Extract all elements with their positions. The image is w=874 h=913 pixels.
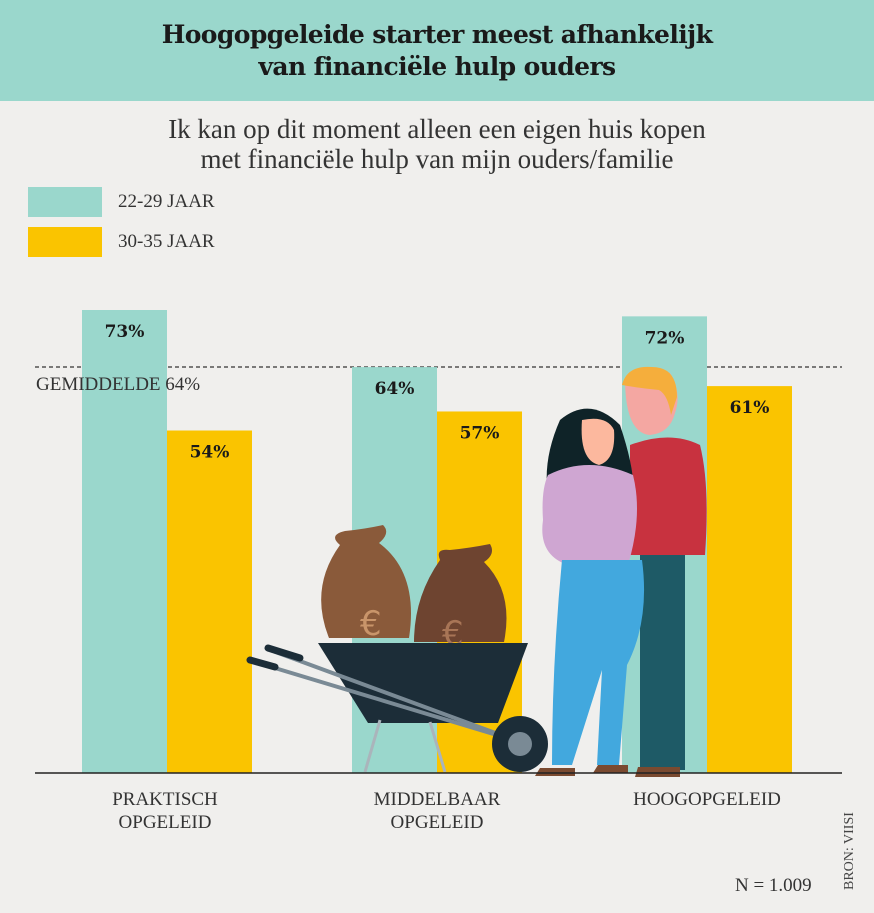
subtitle-line-1: Ik kan op dit moment alleen een eigen hu… (168, 114, 706, 144)
data-label: 72% (645, 328, 685, 348)
legend-item-22-29: 22-29 JAAR (28, 187, 215, 217)
bar-30-35-2 (707, 386, 792, 773)
category-label: PRAKTISCH (112, 789, 218, 810)
data-label: 57% (460, 423, 500, 443)
category-label: MIDDELBAAR (373, 789, 501, 810)
category-middelbaar-opgeleid: MIDDELBAAR OPGELEID (317, 788, 557, 834)
wheelbarrow-illustration: € € (246, 525, 548, 773)
title-line-2: van financiële hulp ouders (258, 51, 616, 81)
money-bag-icon (414, 544, 507, 642)
category-label: OPGELEID (118, 812, 212, 833)
legend-label: 30-35 JAAR (118, 231, 215, 252)
category-label: OPGELEID (390, 812, 484, 833)
title-line-1: Hoogopgeleide starter meest afhankelijk (161, 19, 713, 49)
data-label: 64% (375, 379, 415, 399)
legend-swatch (28, 227, 102, 257)
svg-text:€: € (360, 604, 382, 644)
category-label: HOOGOPGELEID (633, 789, 781, 810)
sample-size: N = 1.009 (735, 875, 812, 896)
subtitle: Ik kan op dit moment alleen een eigen hu… (0, 114, 874, 174)
data-label: 73% (105, 322, 145, 342)
data-label: 61% (730, 398, 770, 418)
bar-22-29-0 (82, 310, 167, 773)
money-bag-icon (321, 525, 411, 638)
category-praktisch-opgeleid: PRAKTISCH OPGELEID (45, 788, 285, 834)
legend-swatch (28, 187, 102, 217)
source: BRON: VIISI (842, 812, 857, 890)
average-label: GEMIDDELDE 64% (36, 374, 200, 395)
header: Hoogopgeleide starter meest afhankelijk … (0, 0, 874, 101)
bar-30-35-0 (167, 430, 252, 773)
legend-item-30-35: 30-35 JAAR (28, 227, 215, 257)
data-label: 54% (190, 443, 230, 463)
category-hoogopgeleid: HOOGOPGELEID (587, 788, 827, 811)
subtitle-line-2: met financiële hulp van mijn ouders/fami… (200, 144, 674, 174)
couple-illustration (535, 366, 707, 777)
legend-label: 22-29 JAAR (118, 191, 215, 212)
